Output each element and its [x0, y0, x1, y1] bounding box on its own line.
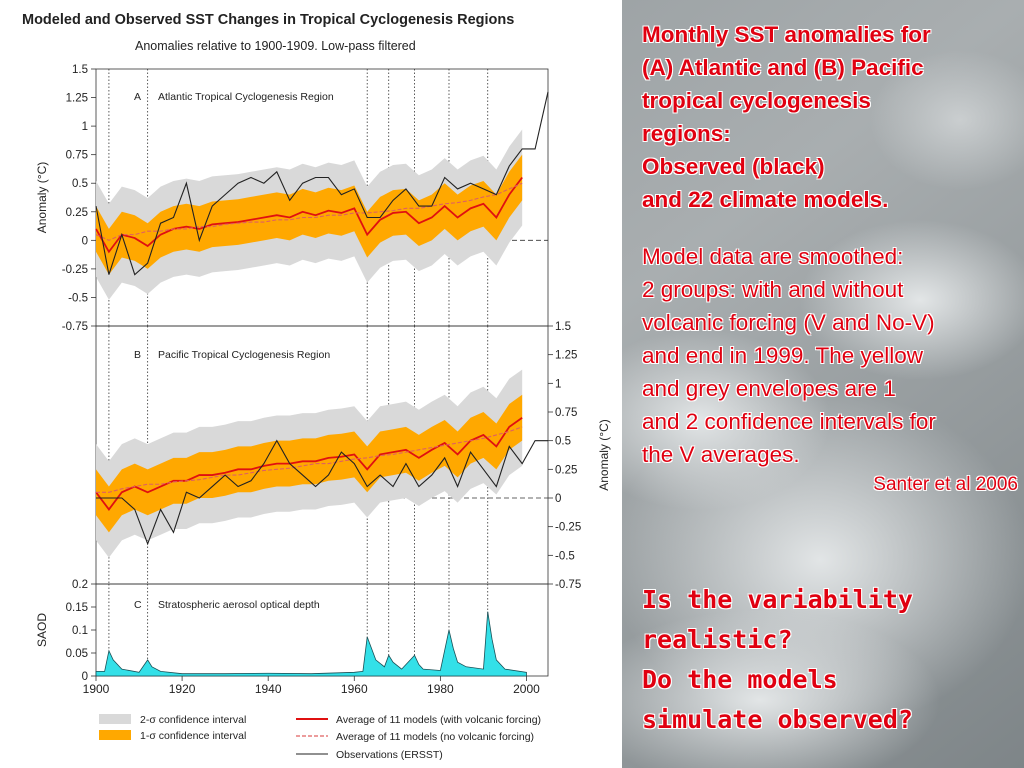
y-tick-label: 1.25 [66, 93, 88, 105]
envelope-1sigma [96, 394, 523, 533]
y-axis-label: SAOD [35, 613, 49, 647]
question-line: simulate observed? [642, 705, 913, 734]
x-tick-label: 2000 [513, 682, 540, 696]
y-tick-label: 0.2 [72, 579, 88, 591]
saod-area [95, 611, 527, 677]
notes-body-line: and 2 confidence intervals for [642, 409, 936, 434]
notes-heading-line: (A) Atlantic and (B) Pacific [642, 55, 924, 80]
notes-text: Monthly SST anomalies for (A) Atlantic a… [642, 18, 1018, 499]
y-tick-label: 0.25 [66, 207, 88, 219]
notes-heading: Monthly SST anomalies for (A) Atlantic a… [642, 18, 1018, 216]
figure-title: Modeled and Observed SST Changes in Trop… [22, 12, 514, 28]
notes-body: Model data are smoothed: 2 groups: with … [642, 240, 1018, 471]
panel-title: Atlantic Tropical Cyclogenesis Region [158, 91, 334, 103]
question-line: Do the models [642, 665, 838, 694]
x-tick-label: 1940 [255, 682, 282, 696]
legend-swatch-2sigma [99, 714, 131, 724]
series-models-volcanic [95, 416, 523, 511]
y-tick-label: 1.5 [72, 64, 88, 76]
figure-panel: Modeled and Observed SST Changes in Trop… [0, 0, 622, 768]
citation: Santer et al 2006 [873, 474, 1018, 495]
y-tick-label: 1.5 [555, 321, 571, 333]
y-tick-label: -0.25 [62, 264, 88, 276]
legend: 2-σ confidence interval 1-σ confidence i… [99, 714, 541, 761]
y-tick-label: 1 [82, 121, 88, 133]
y-tick-label: 1.25 [555, 350, 577, 362]
y-tick-label: 0 [82, 671, 88, 683]
y-tick-label: 0.15 [66, 602, 88, 614]
y-axis-label: Anomaly (°C) [597, 419, 611, 490]
notes-body-line: and end in 1999. The yellow [642, 343, 924, 368]
y-tick-label: -0.5 [555, 550, 575, 562]
y-tick-label: 0.75 [555, 407, 577, 419]
notes-heading-line: and 22 climate models. [642, 187, 889, 212]
legend-swatch-1sigma [99, 730, 131, 740]
notes-body-line: and grey envelopes are 1 [642, 376, 896, 401]
y-tick-label: 0 [555, 493, 561, 505]
x-tick-label: 1980 [427, 682, 454, 696]
sst-figure: Modeled and Observed SST Changes in Trop… [0, 0, 622, 768]
panel-letter: A [134, 91, 141, 103]
y-tick-label: 0.75 [66, 150, 88, 162]
panel-title: Pacific Tropical Cyclogenesis Region [158, 349, 330, 361]
y-tick-label: 0.5 [72, 178, 88, 190]
y-tick-label: -0.75 [555, 579, 581, 591]
legend-label-no-volcanic: Average of 11 models (no volcanic forcin… [336, 731, 534, 743]
notes-body-line: Model data are smoothed: [642, 244, 904, 269]
y-tick-label: 0.05 [66, 648, 88, 660]
y-tick-label: 0 [82, 235, 88, 247]
series-observations [95, 91, 549, 276]
notes-body-line: the V averages. [642, 442, 800, 467]
notes-body-line: 2 groups: with and without [642, 277, 904, 302]
x-tick-label: 1920 [169, 682, 196, 696]
envelope-1sigma [96, 154, 523, 275]
y-tick-label: 0.25 [555, 464, 577, 476]
y-tick-label: 1 [555, 378, 561, 390]
legend-label-2sigma: 2-σ confidence interval [140, 714, 246, 726]
y-tick-label: 0.1 [72, 625, 88, 637]
notes-body-line: volcanic forcing (V and No-V) [642, 310, 935, 335]
figure-subtitle: Anomalies relative to 1900-1909. Low-pas… [135, 39, 416, 53]
notes-heading-line: regions: [642, 121, 731, 146]
series-models-volcanic [95, 176, 523, 254]
y-tick-label: -0.5 [68, 292, 88, 304]
notes-heading-line: Observed (black) [642, 154, 825, 179]
panel-letter: C [134, 599, 142, 611]
y-tick-label: 0.5 [555, 436, 571, 448]
x-tick-label: 1960 [341, 682, 368, 696]
question-line: Is the variability [642, 585, 913, 614]
legend-label-observations: Observations (ERSST) [336, 749, 443, 761]
y-tick-label: -0.75 [62, 321, 88, 333]
y-tick-label: -0.25 [555, 522, 581, 534]
legend-label-1sigma: 1-σ confidence interval [140, 730, 246, 742]
notes-heading-line: Monthly SST anomalies for [642, 22, 931, 47]
series-observations [96, 439, 548, 546]
question-line: realistic? [642, 625, 793, 654]
legend-label-volcanic: Average of 11 models (with volcanic forc… [336, 714, 541, 726]
x-tick-label: 1900 [83, 682, 110, 696]
y-axis-label: Anomaly (°C) [35, 162, 49, 233]
panel-letter: B [134, 349, 141, 361]
panel-title: Stratospheric aerosol optical depth [158, 599, 320, 611]
discussion-questions: Is the variability realistic? Do the mod… [642, 580, 1022, 740]
notes-heading-line: tropical cyclogenesis [642, 88, 871, 113]
series-models-no-volcanic [95, 182, 523, 241]
